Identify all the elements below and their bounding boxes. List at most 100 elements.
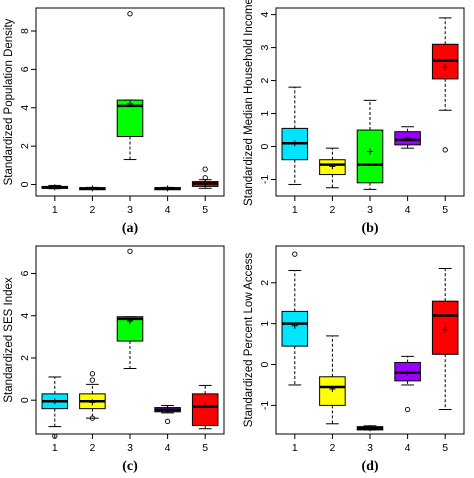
chart-panel-3: 0 2 4 6 1 2 3 4 5 Standardized SES Index (c) — [3, 245, 225, 474]
y-tick-label: 4 — [19, 313, 31, 319]
y-tick-label: 2 — [259, 280, 271, 286]
mean-marker — [367, 425, 373, 432]
box-2 — [319, 335, 346, 425]
box-1 — [281, 86, 309, 185]
x-tick-label: 4 — [405, 204, 411, 216]
mean-marker — [291, 322, 298, 329]
mean-marker — [127, 100, 133, 107]
chart-panel-1: 0 2 4 6 8 1 2 3 4 5 Standardized Population Densit… — [3, 7, 225, 236]
mean-marker — [89, 185, 96, 192]
y-tick-label: 0 — [19, 397, 31, 403]
x-tick-label: 4 — [165, 204, 171, 216]
mean-marker — [51, 398, 58, 405]
mean-marker — [164, 185, 171, 192]
x-tick-label: 3 — [127, 442, 133, 454]
box-3 — [116, 11, 144, 161]
mean-marker — [442, 326, 449, 333]
box-body — [356, 129, 384, 184]
box-4 — [154, 404, 181, 424]
x-tick-label: 1 — [292, 442, 298, 454]
y-tick-label: 1 — [259, 110, 271, 116]
mean-marker — [164, 406, 171, 413]
box-3 — [356, 99, 384, 190]
chart-panel-2: -1 0 1 2 3 4 1 2 3 4 5 Standardized Median Househol… — [243, 0, 465, 236]
mean-marker — [202, 180, 209, 187]
x-tick-label: 3 — [127, 204, 133, 216]
y-tick-label: -1 — [259, 401, 271, 410]
mean-marker — [202, 402, 209, 409]
y-axis-title: Standardized Median Household Income — [243, 0, 255, 206]
box-4 — [394, 355, 421, 413]
box-5 — [431, 17, 459, 153]
panel-caption: (d) — [361, 459, 378, 474]
outlier-point — [292, 251, 298, 257]
y-axis-title: Standardized Percent Low Access — [243, 252, 255, 427]
y-tick-label: 2 — [259, 77, 271, 83]
y-tick-label: 8 — [19, 28, 31, 34]
y-tick-label: -1 — [259, 175, 271, 184]
y-tick-label: 4 — [259, 12, 271, 18]
mean-marker — [89, 399, 96, 406]
mean-marker — [291, 140, 298, 147]
box-2 — [319, 147, 346, 189]
panel-caption: (c) — [122, 459, 138, 474]
panel-caption: (a) — [122, 221, 139, 236]
x-tick-label: 2 — [329, 204, 335, 216]
outlier-point — [127, 248, 133, 254]
x-tick-label: 1 — [292, 204, 298, 216]
mean-marker — [127, 317, 133, 324]
x-tick-label: 5 — [202, 204, 208, 216]
x-tick-label: 5 — [442, 442, 448, 454]
outlier-point — [202, 166, 208, 172]
x-tick-label: 5 — [202, 442, 208, 454]
mean-marker — [404, 135, 411, 142]
y-tick-label: 0 — [259, 361, 271, 367]
y-tick-label: 4 — [19, 105, 31, 111]
y-tick-label: 0 — [19, 181, 31, 187]
x-tick-label: 1 — [52, 442, 58, 454]
x-tick-label: 5 — [442, 204, 448, 216]
mean-marker — [404, 369, 411, 376]
x-tick-label: 4 — [165, 442, 171, 454]
box-2 — [79, 371, 106, 421]
outlier-point — [89, 415, 96, 421]
x-tick-label: 1 — [52, 204, 58, 216]
mean-marker — [329, 386, 336, 393]
outlier-point — [442, 147, 448, 153]
box-4 — [154, 185, 181, 192]
box-5 — [431, 267, 459, 410]
box-5 — [191, 166, 219, 189]
x-tick-label: 3 — [367, 204, 373, 216]
box-body — [281, 310, 309, 347]
y-tick-label: 2 — [19, 143, 31, 149]
chart-panel-4: -1 0 1 2 1 2 3 4 5 Standardized Percent Low Acces… — [243, 245, 465, 474]
outlier-point — [404, 406, 411, 413]
x-tick-label: 2 — [329, 442, 335, 454]
y-tick-label: 1 — [259, 321, 271, 327]
x-tick-label: 3 — [367, 442, 373, 454]
box-body — [191, 393, 219, 427]
y-tick-label: 6 — [19, 270, 31, 276]
outlier-point — [202, 175, 208, 181]
outlier-point — [164, 418, 171, 424]
box-4 — [394, 126, 421, 149]
box-2 — [79, 185, 106, 192]
outlier-point — [127, 11, 133, 17]
box-1 — [281, 251, 309, 386]
y-axis-title: Standardized Population Density — [3, 18, 15, 185]
panel-caption: (b) — [361, 221, 378, 236]
y-tick-label: 6 — [19, 66, 31, 72]
y-tick-label: 3 — [259, 45, 271, 51]
mean-marker — [329, 163, 336, 170]
outlier-point — [89, 371, 96, 377]
box-body — [319, 376, 346, 406]
x-tick-label: 2 — [89, 442, 95, 454]
x-tick-label: 2 — [89, 204, 95, 216]
mean-marker — [367, 148, 373, 155]
box-3 — [356, 425, 384, 432]
mean-marker — [442, 64, 449, 71]
box-1 — [41, 376, 69, 439]
outlier-point — [89, 377, 96, 383]
box-5 — [191, 384, 219, 430]
